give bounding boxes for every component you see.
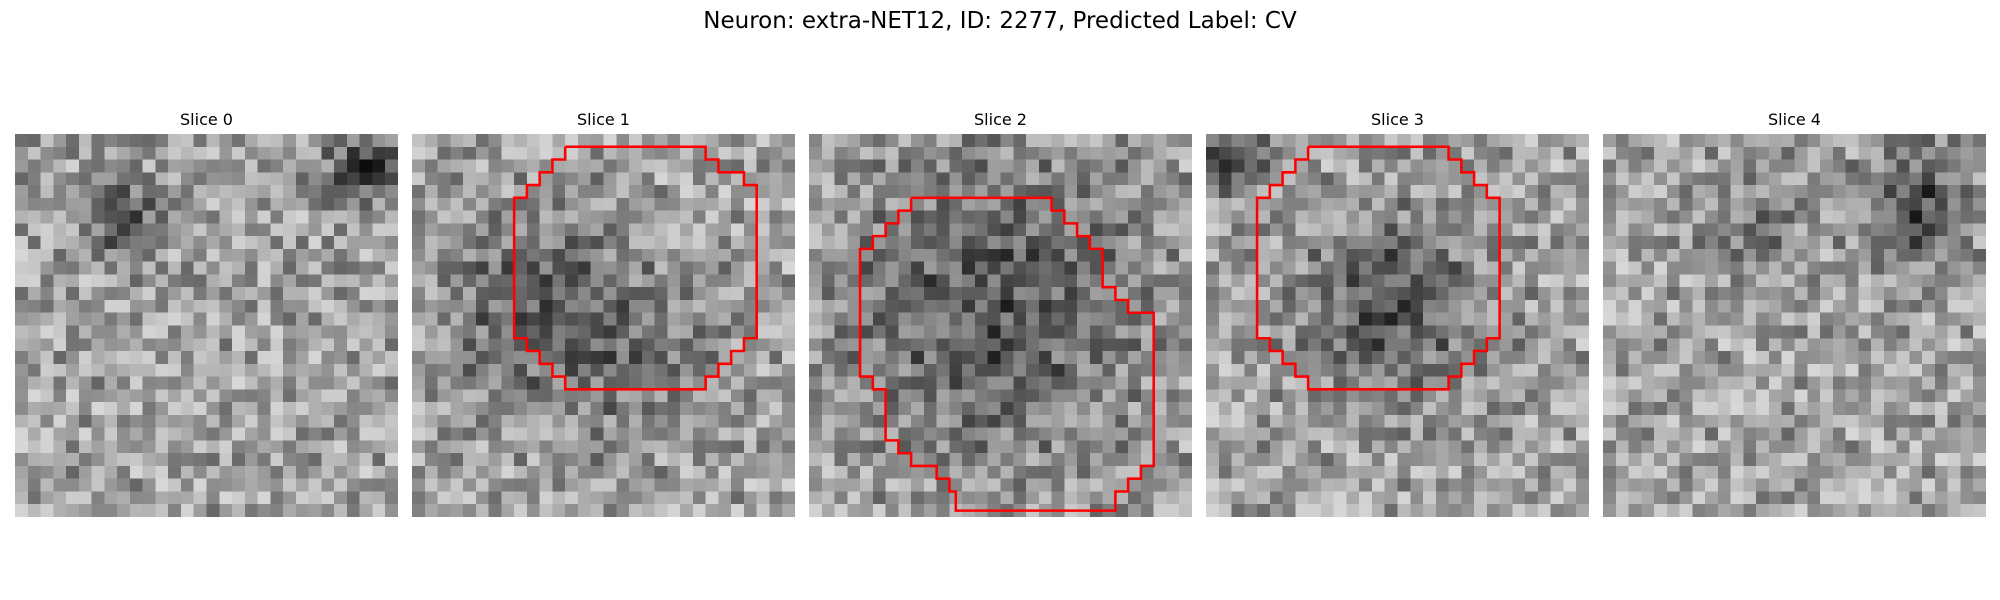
slice-title: Slice 1 — [577, 110, 630, 129]
slice-pixels — [15, 134, 398, 517]
slice-panel-2: Slice 2 — [809, 108, 1192, 517]
roi-contour — [858, 196, 1155, 512]
slice-image — [412, 134, 795, 517]
roi-contour — [1255, 145, 1501, 391]
slice-image — [1603, 134, 1986, 517]
slice-image — [809, 134, 1192, 517]
slice-title: Slice 0 — [180, 110, 233, 129]
slice-title: Slice 3 — [1371, 110, 1424, 129]
slice-image — [15, 134, 398, 517]
roi-contour — [512, 145, 758, 391]
slice-image — [1206, 134, 1589, 517]
slice-panel-1: Slice 1 — [412, 108, 795, 517]
roi-outline — [858, 196, 1155, 512]
roi-outline — [1255, 145, 1501, 391]
slice-title: Slice 4 — [1768, 110, 1821, 129]
slice-panel-4: Slice 4 — [1603, 108, 1986, 517]
slice-pixels — [1603, 134, 1986, 517]
slice-panel-0: Slice 0 — [15, 108, 398, 517]
slice-panel-3: Slice 3 — [1206, 108, 1589, 517]
figure-title: Neuron: extra-NET12, ID: 2277, Predicted… — [703, 8, 1297, 34]
slice-title: Slice 2 — [974, 110, 1027, 129]
slice-pixels — [412, 134, 795, 517]
roi-outline — [1603, 134, 1986, 517]
roi-outline — [512, 145, 758, 391]
roi-outline — [15, 134, 398, 517]
